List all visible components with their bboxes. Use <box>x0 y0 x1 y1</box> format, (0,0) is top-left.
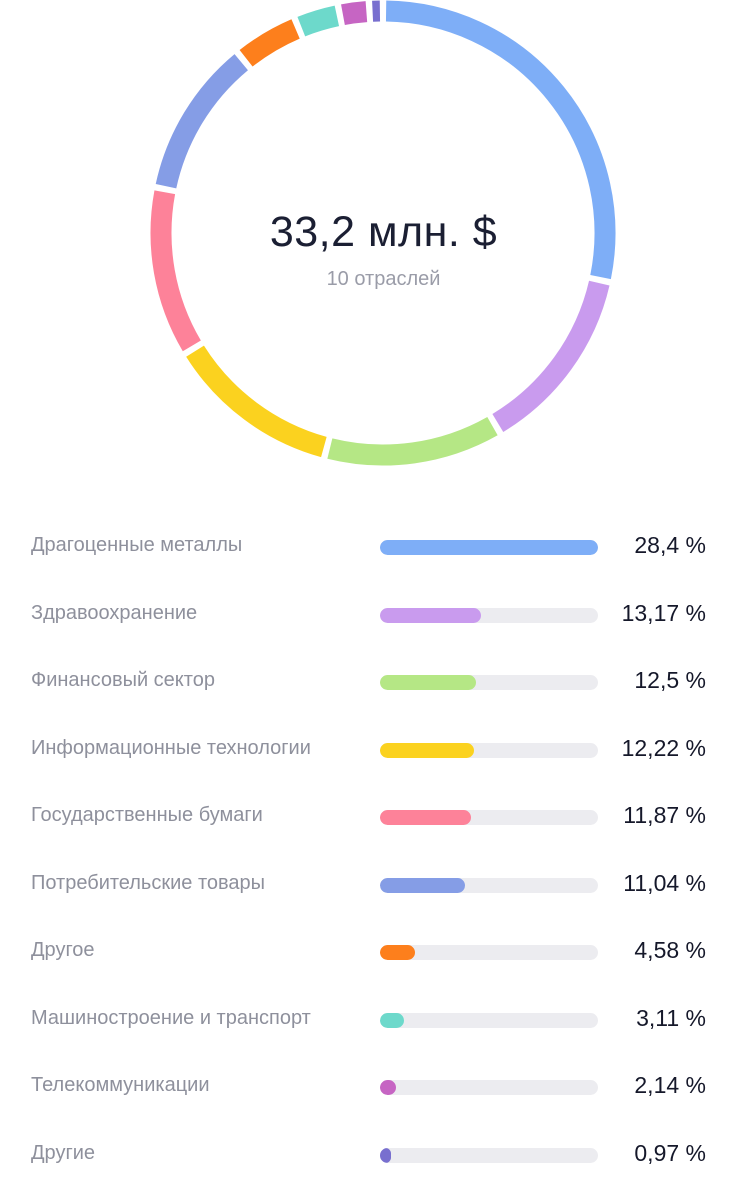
donut-slice <box>239 19 300 67</box>
sector-count: 10 отраслей <box>326 268 441 290</box>
sector-percent: 28,4 % <box>634 532 706 558</box>
sector-row[interactable]: Здравоохранение 13,17 % <box>0 582 737 650</box>
sector-row[interactable]: Машиностроение и транспорт 3,11 % <box>0 987 737 1055</box>
donut-slice <box>492 280 610 432</box>
donut-svg <box>150 0 616 466</box>
sector-row[interactable]: Другое 4,58 % <box>0 919 737 987</box>
sector-percent: 4,58 % <box>634 937 706 963</box>
sector-percent: 13,17 % <box>621 599 706 626</box>
sector-bar <box>380 607 482 623</box>
sector-row[interactable]: Информационные технологии 12,22 % <box>0 717 737 785</box>
sector-row[interactable]: Другие 0,97 % <box>0 1122 737 1190</box>
sector-percent: 3,11 % <box>636 1004 706 1031</box>
sector-bar-track <box>380 607 598 623</box>
donut-chart: 33,2 млн. $ 10 отраслей <box>0 0 737 490</box>
sector-label: Информационные технологии <box>31 736 311 759</box>
sector-row[interactable]: Потребительские товары 11,04 % <box>0 852 737 920</box>
donut-slice <box>327 416 498 466</box>
sector-bar <box>380 540 598 555</box>
sector-list: Драгоценные металлы 28,4 % Здравоохранение… <box>0 514 737 1189</box>
sector-row[interactable]: Драгоценные металлы 28,4 % <box>0 514 737 582</box>
donut-slice <box>186 345 327 458</box>
sector-bar-track <box>380 1012 598 1028</box>
donut-slice <box>150 190 201 352</box>
sector-bar-track <box>380 675 598 690</box>
sector-bar <box>380 1012 404 1028</box>
donut-slice <box>385 0 616 280</box>
sector-percent: 0,97 % <box>634 1139 706 1166</box>
sector-percent: 12,22 % <box>621 734 706 761</box>
donut-slice <box>341 1 368 25</box>
sector-label: Машиностроение и транспорт <box>31 1006 311 1029</box>
sector-label: Финансовый сектор <box>31 669 215 691</box>
sector-percent: 11,04 % <box>623 869 706 896</box>
sector-bar <box>380 742 474 758</box>
sector-bar <box>380 945 416 960</box>
sector-label: Другое <box>31 939 95 961</box>
sector-row[interactable]: Финансовый сектор 12,5 % <box>0 649 737 717</box>
sector-percent: 2,14 % <box>634 1072 706 1098</box>
sector-bar-track <box>380 877 598 893</box>
sector-bar <box>380 675 476 690</box>
sector-label: Другие <box>31 1141 96 1164</box>
sector-bar-track <box>380 810 598 825</box>
sector-bar-track <box>380 540 598 555</box>
sector-row[interactable]: Государственные бумаги 11,87 % <box>0 784 737 852</box>
sector-percent: 11,87 % <box>623 802 706 828</box>
donut-slice <box>155 54 249 189</box>
sector-row[interactable]: Телекоммуникации 2,14 % <box>0 1054 737 1122</box>
sector-label: Телекоммуникации <box>31 1074 210 1096</box>
sector-bar <box>380 1080 397 1095</box>
sector-label: Государственные бумаги <box>31 804 263 826</box>
donut-slice <box>297 5 340 37</box>
sector-bar-track <box>380 1147 598 1163</box>
sector-bar-track <box>380 945 598 960</box>
sector-label: Потребительские товары <box>31 871 266 894</box>
sector-bar <box>380 810 472 825</box>
sector-bar-track <box>380 742 598 758</box>
total-amount: 33,2 млн. $ <box>269 208 498 256</box>
sector-bar <box>380 1147 391 1163</box>
sector-bar-track <box>380 1080 598 1095</box>
sector-label: Драгоценные металлы <box>31 534 243 556</box>
sector-bar <box>380 877 465 893</box>
sector-label: Здравоохранение <box>31 601 198 624</box>
sector-percent: 12,5 % <box>634 667 706 693</box>
